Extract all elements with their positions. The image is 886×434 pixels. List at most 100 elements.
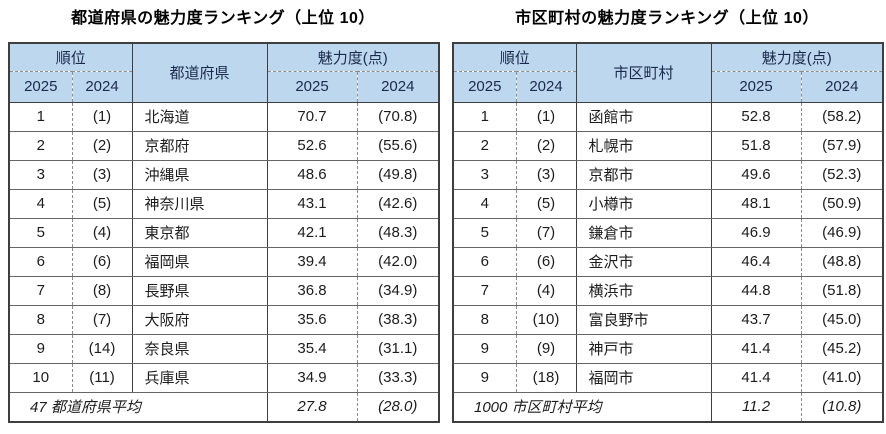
score-year-2024-header: 2024 [356, 71, 440, 103]
table-row: 4 (5) 小樽市 48.1 (50.9) [453, 189, 884, 219]
score-year-2025-header: 2025 [710, 71, 802, 103]
rank-year-2025-header: 2025 [453, 71, 516, 103]
header-group-row: 順位 市区町村 魅力度(点) [453, 43, 884, 103]
header-year-row: 2025 2024 2025 2024 [453, 71, 884, 103]
prefecture-ranking-panel: 都道府県の魅力度ランキング（上位 10） 順位 都道府県 魅力度(点) 2025… [8, 8, 441, 423]
score-2025: 44.8 [710, 276, 802, 306]
prefecture-name: 東京都 [131, 218, 268, 248]
rank-2025: 1 [9, 102, 72, 132]
score-2024: (33.3) [356, 363, 440, 393]
score-2025: 36.8 [266, 276, 358, 306]
prefecture-ranking-table: 順位 都道府県 魅力度(点) 2025 2024 2025 2024 1 (1)… [8, 42, 441, 423]
score-2024: (57.9) [800, 131, 884, 161]
rank-2024: (2) [515, 131, 577, 161]
rank-2025: 7 [9, 276, 72, 306]
table-body: 1 (1) 北海道 70.7 (70.8) 2 (2) 京都府 52.6 (55… [9, 102, 440, 393]
score-2024: (31.1) [356, 334, 440, 364]
rank-2024: (4) [515, 276, 577, 306]
page: 都道府県の魅力度ランキング（上位 10） 順位 都道府県 魅力度(点) 2025… [8, 8, 885, 423]
table-row: 5 (7) 鎌倉市 46.9 (46.9) [453, 218, 884, 248]
score-2024: (42.6) [356, 189, 440, 219]
average-score-2024: (28.0) [356, 391, 440, 422]
municipality-name: 富良野市 [575, 305, 712, 335]
rank-2025: 9 [453, 334, 516, 364]
score-2025: 52.6 [266, 131, 358, 161]
table-row: 3 (3) 京都市 49.6 (52.3) [453, 160, 884, 190]
rank-year-2025-header: 2025 [9, 71, 72, 103]
table-row: 10 (11) 兵庫県 34.9 (33.3) [9, 363, 440, 393]
rank-2024: (7) [515, 218, 577, 248]
rank-2025: 2 [453, 131, 516, 161]
prefecture-name: 兵庫県 [131, 363, 268, 393]
rank-2024: (1) [71, 102, 133, 132]
score-2024: (45.2) [800, 334, 884, 364]
score-2025: 48.1 [710, 189, 802, 219]
header-group-row: 順位 都道府県 魅力度(点) [9, 43, 440, 103]
rank-2025: 3 [9, 160, 72, 190]
entity-column-header: 都道府県 [131, 43, 268, 103]
rank-2024: (10) [515, 305, 577, 335]
table-row: 9 (9) 神戸市 41.4 (45.2) [453, 334, 884, 364]
municipality-ranking-panel: 市区町村の魅力度ランキング（上位 10） 順位 市区町村 魅力度(点) 2025… [452, 8, 885, 423]
rank-2025: 9 [9, 334, 72, 364]
score-2025: 39.4 [266, 247, 358, 277]
table-row: 8 (7) 大阪府 35.6 (38.3) [9, 305, 440, 335]
rank-2025: 2 [9, 131, 72, 161]
prefecture-name: 北海道 [131, 102, 268, 132]
prefecture-name: 大阪府 [131, 305, 268, 335]
score-2025: 46.9 [710, 218, 802, 248]
rank-2025: 1 [453, 102, 516, 132]
municipality-name: 鎌倉市 [575, 218, 712, 248]
score-2025: 41.4 [710, 363, 802, 393]
rank-2025: 8 [453, 305, 516, 335]
score-group-header: 魅力度(点) [266, 43, 440, 72]
score-2024: (41.0) [800, 363, 884, 393]
prefecture-name: 京都府 [131, 131, 268, 161]
score-2025: 41.4 [710, 334, 802, 364]
score-2025: 52.8 [710, 102, 802, 132]
table-row: 9 (14) 奈良県 35.4 (31.1) [9, 334, 440, 364]
municipality-ranking-title: 市区町村の魅力度ランキング（上位 10） [515, 10, 819, 27]
municipality-name: 福岡市 [575, 363, 712, 393]
header-year-row: 2025 2024 2025 2024 [9, 71, 440, 103]
rank-2025: 10 [9, 363, 72, 393]
municipality-name: 京都市 [575, 160, 712, 190]
score-2024: (38.3) [356, 305, 440, 335]
average-score-2025: 11.2 [710, 391, 802, 422]
average-score-2024: (10.8) [800, 391, 884, 422]
rank-2024: (3) [71, 160, 133, 190]
entity-column-header: 市区町村 [575, 43, 712, 103]
score-2025: 35.6 [266, 305, 358, 335]
average-label: 1000 市区町村平均 [453, 391, 712, 422]
average-row: 47 都道府県平均 27.8 (28.0) [9, 391, 440, 422]
score-group-header: 魅力度(点) [710, 43, 884, 72]
score-2025: 49.6 [710, 160, 802, 190]
score-2025: 48.6 [266, 160, 358, 190]
score-2024: (58.2) [800, 102, 884, 132]
rank-2024: (18) [515, 363, 577, 393]
score-2025: 42.1 [266, 218, 358, 248]
score-2024: (48.3) [356, 218, 440, 248]
table-row: 1 (1) 北海道 70.7 (70.8) [9, 102, 440, 132]
rank-year-2024-header: 2024 [71, 71, 133, 103]
table-row: 9 (18) 福岡市 41.4 (41.0) [453, 363, 884, 393]
score-2025: 51.8 [710, 131, 802, 161]
rank-2024: (7) [71, 305, 133, 335]
table-row: 6 (6) 福岡県 39.4 (42.0) [9, 247, 440, 277]
score-2024: (46.9) [800, 218, 884, 248]
score-2025: 70.7 [266, 102, 358, 132]
municipality-name: 札幌市 [575, 131, 712, 161]
rank-2024: (9) [515, 334, 577, 364]
municipality-name: 横浜市 [575, 276, 712, 306]
prefecture-ranking-title: 都道府県の魅力度ランキング（上位 10） [71, 10, 375, 27]
municipality-name: 神戸市 [575, 334, 712, 364]
rank-2025: 6 [9, 247, 72, 277]
rank-2025: 5 [453, 218, 516, 248]
table-header: 順位 市区町村 魅力度(点) 2025 2024 2025 2024 [453, 43, 884, 103]
rank-2025: 8 [9, 305, 72, 335]
rank-2024: (5) [71, 189, 133, 219]
table-row: 4 (5) 神奈川県 43.1 (42.6) [9, 189, 440, 219]
score-2024: (70.8) [356, 102, 440, 132]
rank-2025: 6 [453, 247, 516, 277]
score-year-2024-header: 2024 [800, 71, 884, 103]
